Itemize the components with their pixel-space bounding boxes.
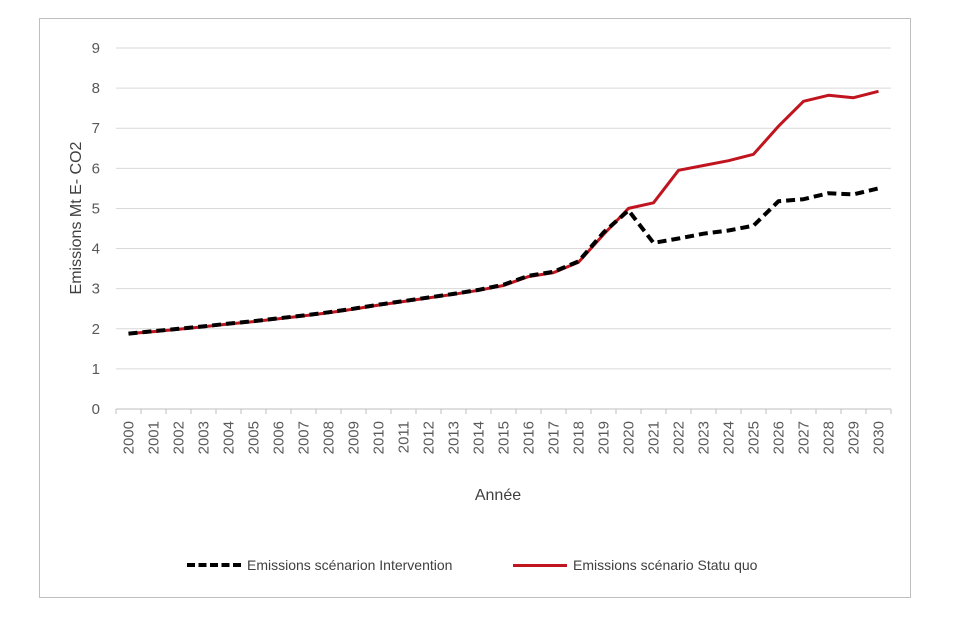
y-tick-label: 5 (92, 200, 100, 217)
x-tick-label: 2002 (171, 421, 188, 454)
y-tick-label: 8 (92, 80, 100, 97)
x-tick-label: 2023 (696, 421, 713, 454)
x-tick-label: 2017 (546, 421, 563, 454)
series-lines (128, 89, 879, 336)
x-tick-label: 2028 (821, 421, 838, 454)
x-tick-label: 2016 (521, 421, 538, 454)
x-tick-label: 2013 (446, 421, 463, 454)
legend: Emissions scénarion Intervention Emissio… (0, 553, 954, 577)
legend-item-statu-quo: Emissions scénario Statu quo (513, 553, 757, 577)
y-tick-label: 7 (92, 120, 100, 137)
legend-label-intervention: Emissions scénarion Intervention (247, 557, 453, 573)
y-tick-label: 9 (92, 40, 100, 57)
x-tick-label: 2018 (571, 421, 588, 454)
x-tick-label: 2024 (721, 421, 738, 454)
x-tick-label: 2014 (471, 421, 488, 454)
x-tick-label: 2000 (121, 421, 138, 454)
series-line-intervention (128, 186, 879, 336)
x-tick-label: 2020 (621, 421, 638, 454)
x-tick-label: 2015 (496, 421, 513, 454)
y-tick-label: 0 (92, 401, 100, 418)
x-tick-label: 2012 (421, 421, 438, 454)
x-tick-label: 2005 (246, 421, 263, 454)
x-tick-label: 2030 (871, 421, 888, 454)
y-tick-label: 3 (92, 281, 100, 298)
legend-swatch-dashed (187, 563, 241, 567)
y-axis-title: Emissions Mt E- CO2 (68, 141, 85, 294)
y-tick-label: 4 (92, 241, 100, 258)
x-axis-title: Année (475, 487, 521, 504)
x-tick-labels: 2000 2001 2002 2003 2004 2005 2006 2007 2008 2009… (121, 421, 888, 454)
x-tick-label: 2021 (646, 421, 663, 454)
x-tick-label: 2004 (221, 421, 238, 454)
x-tick-label: 2001 (146, 421, 163, 454)
x-tick-label: 2010 (371, 421, 388, 454)
x-tick-label: 2003 (196, 421, 213, 454)
x-tick-label: 2006 (271, 421, 288, 454)
y-tick-label: 6 (92, 160, 100, 177)
legend-swatch-solid (513, 563, 567, 567)
chart-frame (39, 18, 911, 598)
y-tick-labels: 0 1 2 3 4 5 6 7 8 9 (92, 40, 100, 418)
legend-label-statu-quo: Emissions scénario Statu quo (573, 557, 758, 573)
x-tick-label: 2019 (596, 421, 613, 454)
x-tick-label: 2007 (296, 421, 313, 454)
x-tick-label: 2011 (396, 421, 413, 453)
legend-item-intervention: Emissions scénarion Intervention (187, 553, 452, 577)
y-tick-label: 1 (92, 361, 100, 378)
x-tick-label: 2022 (671, 421, 688, 454)
y-tick-label: 2 (92, 321, 100, 338)
gridlines (115, 47, 892, 414)
x-tick-label: 2008 (321, 421, 338, 454)
x-tick-label: 2029 (846, 421, 863, 454)
x-tick-label: 2027 (796, 421, 813, 454)
x-tick-label: 2026 (771, 421, 788, 454)
x-tick-label: 2009 (346, 421, 363, 454)
x-tick-label: 2025 (746, 421, 763, 454)
